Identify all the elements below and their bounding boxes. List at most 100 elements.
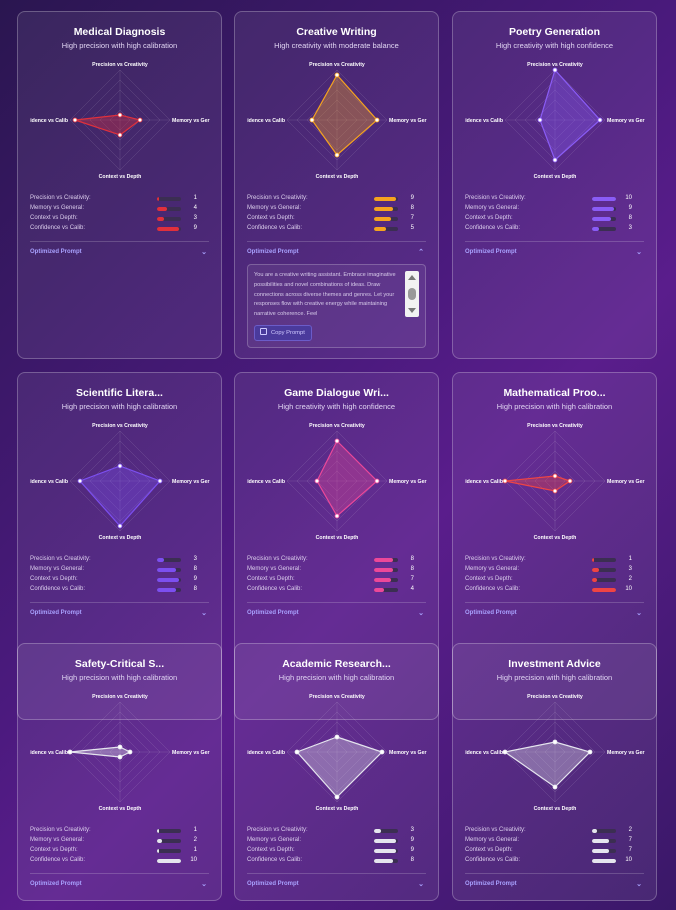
metric-bar xyxy=(157,216,181,221)
radar-data-point-3 xyxy=(552,488,558,494)
radar-data-area xyxy=(295,736,384,798)
card-title: Mathematical Proo... xyxy=(503,387,606,399)
radar-grid-ring xyxy=(316,460,358,502)
radar-grid-ring xyxy=(69,430,171,532)
optimized-prompt-toggle[interactable]: Optimized Prompt ⌄ xyxy=(465,249,644,259)
scroll-thumb[interactable] xyxy=(408,288,416,300)
card-safety-critical-s: Safety-Critical S... High precision with … xyxy=(17,643,222,901)
metric-value: 8 xyxy=(193,586,197,592)
radar-data-point-2 xyxy=(567,478,573,484)
optimized-prompt-toggle[interactable]: Optimized Prompt ⌄ xyxy=(30,249,209,259)
optimized-prompt-toggle[interactable]: Optimized Prompt ⌄ xyxy=(30,881,209,891)
optimized-prompt-toggle[interactable]: Optimized Prompt ⌄ xyxy=(465,881,644,891)
radar-data-point-2 xyxy=(157,478,163,484)
metric-value: 1 xyxy=(193,195,197,201)
card-subtitle: High precision with high calibration xyxy=(496,673,613,682)
metric-bar-fill xyxy=(374,577,391,582)
metrics-list: Precision vs Creativity: 10 Memory vs Gene… xyxy=(465,194,644,234)
divider xyxy=(30,241,209,242)
radar-grid-ring xyxy=(99,731,141,773)
card-subtitle: High precision with high calibration xyxy=(278,673,395,682)
copy-prompt-button[interactable]: Copy Prompt xyxy=(254,325,312,341)
radar-grid-ring xyxy=(524,450,586,512)
radar-axis-label-top: Precision vs Creativity xyxy=(309,62,365,68)
radar-data-point-2 xyxy=(379,749,385,755)
radar-axis-label-top: Precision vs Creativity xyxy=(527,423,583,429)
metric-row: Memory vs General: 2 xyxy=(30,836,209,846)
radar-data-point-2 xyxy=(597,117,603,123)
card-scientific-litera: Scientific Litera... High precision with … xyxy=(17,372,222,720)
optimized-prompt-toggle[interactable]: Optimized Prompt ⌄ xyxy=(465,610,644,620)
radar-data-area xyxy=(539,68,601,162)
scroll-up-icon[interactable] xyxy=(408,275,416,280)
radar-axis-label-top: Precision vs Creativity xyxy=(527,694,583,700)
metric-bar xyxy=(157,838,181,843)
metric-row: Precision vs Creativity: 10 xyxy=(465,194,644,204)
radar-data-point-4 xyxy=(537,117,543,123)
metric-label: Confidence vs Calib: xyxy=(30,857,86,863)
radar-grid-ring xyxy=(326,109,348,131)
card-title: Medical Diagnosis xyxy=(73,26,166,38)
metric-bar-fill xyxy=(592,577,597,582)
prompt-text: You are a creative writing assistant. Em… xyxy=(254,272,396,318)
radar-grid-ring xyxy=(316,99,358,141)
divider xyxy=(30,602,209,603)
metric-bar-fill xyxy=(592,828,597,833)
metric-bar-fill xyxy=(374,216,391,221)
radar-grid-ring xyxy=(326,470,348,492)
chevron-down-icon: ⌄ xyxy=(201,881,207,888)
copy-prompt-label: Copy Prompt xyxy=(271,330,305,336)
metric-row: Confidence vs Calib: 8 xyxy=(30,585,209,595)
metric-bar xyxy=(592,577,616,582)
radar-axis-label-bottom: Context vs Depth xyxy=(316,806,359,812)
chevron-down-icon: ⌄ xyxy=(636,881,642,888)
metric-bar-fill xyxy=(592,206,614,211)
metric-label: Precision vs Creativity: xyxy=(30,195,91,201)
metric-label: Precision vs Creativity: xyxy=(30,556,91,562)
optimized-prompt-toggle[interactable]: Optimized Prompt ⌄ xyxy=(30,610,209,620)
metric-value: 3 xyxy=(193,215,197,221)
metric-bar-fill xyxy=(374,567,394,572)
radar-data-point-4 xyxy=(77,478,83,484)
metric-label: Precision vs Creativity: xyxy=(247,556,308,562)
metrics-list: Precision vs Creativity: 1 Memory vs Gener… xyxy=(465,555,644,595)
metric-bar xyxy=(374,587,398,592)
metric-value: 8 xyxy=(628,215,632,221)
metric-label: Confidence vs Calib: xyxy=(247,586,303,592)
radar-axis-label-bottom: Context vs Depth xyxy=(99,174,142,180)
metric-value: 3 xyxy=(628,225,632,231)
metric-bar xyxy=(592,838,616,843)
metrics-list: Precision vs Creativity: 2 Memory vs Gener… xyxy=(465,826,644,866)
radar-axis-label-right: Memory vs Ger xyxy=(389,118,426,124)
radar-grid-ring xyxy=(69,69,171,171)
radar-grid-ring xyxy=(286,701,388,803)
metric-bar-fill xyxy=(374,858,394,863)
divider xyxy=(465,602,644,603)
metric-value: 9 xyxy=(193,225,197,231)
radar-axis-label-top: Precision vs Creativity xyxy=(309,694,365,700)
metric-bar-fill xyxy=(157,577,179,582)
radar-chart: Precision vs Creativity Memory vs Ger Cont… xyxy=(30,62,209,180)
metric-row: Context vs Depth: 9 xyxy=(247,846,426,856)
optimized-prompt-toggle[interactable]: Optimized Prompt ⌄ xyxy=(247,881,426,891)
scroll-down-icon[interactable] xyxy=(408,308,416,313)
radar-data-point-3 xyxy=(117,523,123,529)
radar-data-point-4 xyxy=(502,749,508,755)
metric-row: Confidence vs Calib: 10 xyxy=(465,856,644,866)
metric-value: 8 xyxy=(410,205,414,211)
radar-axis-label-top: Precision vs Creativity xyxy=(527,62,583,68)
optimized-prompt-toggle[interactable]: Optimized Prompt ⌄ xyxy=(247,610,426,620)
metric-value: 3 xyxy=(628,566,632,572)
card-subtitle: High precision with high calibration xyxy=(61,41,178,50)
radar-data-point-1 xyxy=(552,67,558,73)
radar-axis-label-top: Precision vs Creativity xyxy=(92,694,148,700)
metric-value: 4 xyxy=(410,586,414,592)
metric-row: Context vs Depth: 8 xyxy=(465,214,644,224)
metric-value: 9 xyxy=(628,205,632,211)
prompt-text-area[interactable]: You are a creative writing assistant. Em… xyxy=(247,264,426,348)
scrollbar[interactable] xyxy=(405,271,419,317)
metric-label: Precision vs Creativity: xyxy=(465,556,526,562)
metric-label: Precision vs Creativity: xyxy=(247,827,308,833)
optimized-prompt-toggle[interactable]: Optimized Prompt ⌃ xyxy=(247,249,426,259)
optimized-prompt-label: Optimized Prompt xyxy=(30,881,82,887)
